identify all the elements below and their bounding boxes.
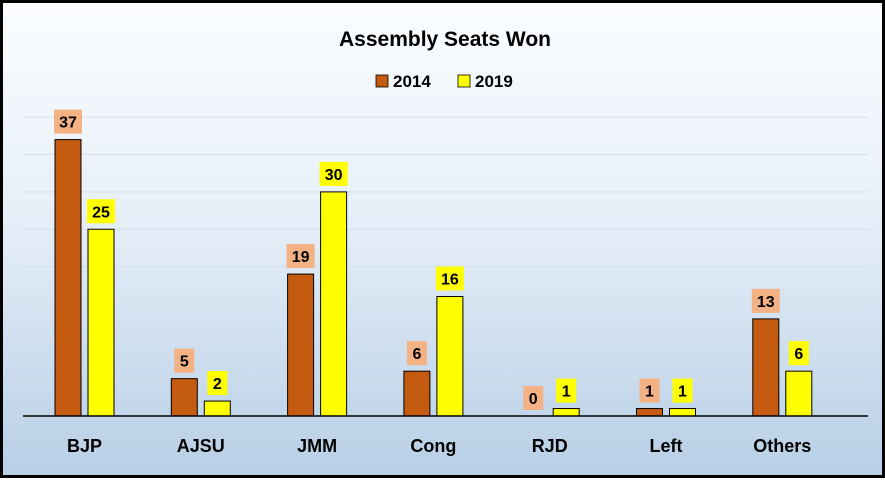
data-labels: 37 25 5 2 19 30 6 16 0 1 1 1 13 6 [54,109,809,410]
bar-ajsu-2014 [170,378,198,417]
data-label-left-2014: 1 [645,384,654,401]
data-label-bg-ajsu-2019 [207,371,228,396]
bar-left-2019 [669,408,696,417]
data-label-bg-bjp-2019 [87,199,115,224]
data-label-bg-bjp-2014 [54,109,82,134]
bar-bjp-2014 [54,139,82,417]
data-label-left-2019: 1 [678,384,687,401]
x-tick-ajsu: AJSU [177,436,225,456]
chart-title: Assembly Seats Won [339,28,551,51]
data-label-bg-others-2014 [751,288,780,313]
x-tick-left: Left [650,436,683,456]
legend-label-2014: 2014 [393,72,431,91]
data-label-bg-left-2019 [672,378,693,403]
bar-jmm-2014 [287,273,315,417]
x-tick-rjd: RJD [532,436,568,456]
data-label-bg-jmm-2014 [286,244,315,269]
data-label-bg-cong-2019 [435,266,464,291]
bar-left-2014 [636,408,663,417]
bar-rjd-2019 [552,408,580,417]
bar-cong-2019 [436,295,464,417]
bars [54,139,813,417]
bar-ajsu-2019 [203,400,231,417]
data-label-bjp-2014: 37 [59,115,77,132]
data-label-cong-2014: 6 [412,346,421,363]
data-label-jmm-2014: 19 [292,249,310,266]
bar-chart: Assembly Seats Won 2014 2019 37 25 5 2 19 30 6… [23,28,868,456]
bar-others-2019 [785,370,813,417]
legend-swatch-2014 [375,74,389,88]
data-label-bg-rjd-2019 [556,378,577,403]
data-label-bg-others-2019 [788,341,809,366]
data-label-bg-left-2014 [639,378,660,403]
data-label-bjp-2019: 25 [92,204,110,221]
legend-swatch-2019 [457,74,471,88]
data-label-jmm-2019: 30 [325,167,343,184]
data-label-bg-ajsu-2014 [174,348,195,373]
x-tick-jmm: JMM [297,436,337,456]
data-label-bg-jmm-2019 [319,161,348,186]
data-label-ajsu-2014: 5 [180,354,189,371]
data-label-rjd-2014: 0 [529,391,538,408]
bar-jmm-2019 [320,191,348,417]
x-tick-cong: Cong [410,436,456,456]
legend: 2014 2019 [375,72,513,91]
x-tick-others: Others [753,436,811,456]
bar-others-2014 [752,318,780,417]
data-label-bg-rjd-2014 [523,386,544,410]
bar-cong-2014 [403,370,431,417]
data-label-ajsu-2019: 2 [213,376,222,393]
data-label-others-2019: 6 [794,346,803,363]
data-label-rjd-2019: 1 [562,384,571,401]
legend-label-2019: 2019 [475,72,513,91]
data-label-others-2014: 13 [757,294,775,311]
data-label-bg-cong-2014 [406,341,427,366]
bar-bjp-2019 [87,228,115,417]
data-label-cong-2019: 16 [441,271,459,288]
x-axis-ticks: BJP AJSU JMM Cong RJD Left Others [67,436,811,456]
x-tick-bjp: BJP [67,436,102,456]
